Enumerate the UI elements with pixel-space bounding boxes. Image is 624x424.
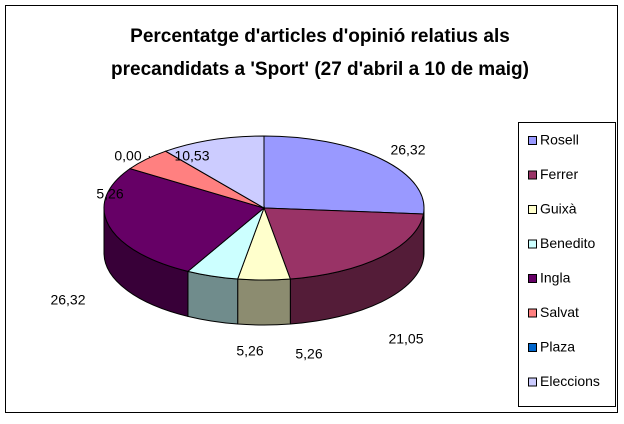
legend-swatch <box>528 308 537 318</box>
chart-title: Percentatge d'articles d'opinió relatius… <box>130 26 510 47</box>
data-label: 5,26 <box>236 343 263 359</box>
legend-label: Eleccions <box>540 373 600 389</box>
data-label: 5,26 <box>295 346 322 362</box>
legend-label: Ingla <box>540 270 571 286</box>
pie-wall <box>187 270 239 325</box>
legend-label: Guixà <box>540 201 577 217</box>
chart-title: precandidats a 'Sport' (27 d'abril a 10 … <box>111 59 529 80</box>
data-label: 26,32 <box>390 142 425 158</box>
legend-label: Ferrer <box>540 166 578 182</box>
pie-slice <box>103 168 266 272</box>
pie-slice <box>164 135 265 209</box>
legend-swatch <box>528 170 537 180</box>
pie-wall <box>237 278 291 326</box>
data-label: 26,32 <box>50 292 85 308</box>
legend-label: Rosell <box>540 132 579 148</box>
data-label: 5,26 <box>96 186 123 202</box>
legend-label: Plaza <box>540 339 575 355</box>
legend-swatch <box>528 377 537 387</box>
legend-swatch <box>528 205 537 214</box>
legend-swatch <box>528 239 537 249</box>
legend-box <box>518 122 616 407</box>
data-label: 10,53 <box>174 148 209 164</box>
pie-slice <box>263 207 425 280</box>
legend-swatch <box>528 136 537 145</box>
legend-label: Benedito <box>540 235 595 251</box>
pie-slice <box>263 135 425 215</box>
legend-swatch <box>528 274 537 283</box>
data-label: 21,05 <box>388 331 423 347</box>
legend-label: Salvat <box>540 304 579 320</box>
legend-swatch <box>528 343 537 352</box>
data-label: 0,00 <box>114 148 141 164</box>
